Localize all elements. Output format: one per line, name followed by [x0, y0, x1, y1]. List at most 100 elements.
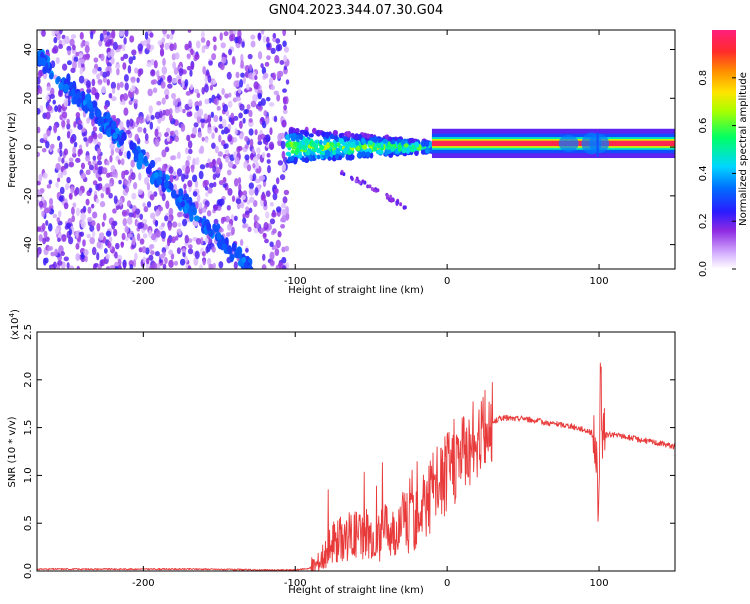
heatmap-noise-speck — [66, 122, 71, 130]
heatmap-noise-speck — [129, 35, 135, 43]
heatmap-noise-speck — [215, 166, 220, 175]
heatmap-noise-speck — [218, 179, 224, 186]
heatmap-noise-speck — [183, 212, 189, 219]
heatmap-diagonal-speck — [56, 75, 61, 83]
heatmap-noise-speck — [250, 100, 257, 108]
heatmap-noise-speck — [55, 181, 59, 188]
colorbar: 0.0 0.2 0.4 0.6 0.8 Normalized spectral ampl… — [698, 30, 749, 277]
heatmap-noise-speck — [142, 219, 148, 224]
heatmap-noise-speck — [73, 121, 77, 128]
heatmap-noise-speck — [96, 222, 101, 232]
heatmap-noise-speck — [213, 44, 217, 51]
heatmap-noise-speck — [264, 61, 270, 67]
heatmap-emerging-speck — [415, 141, 420, 148]
heatmap-noise-speck — [192, 126, 198, 135]
heatmap-noise-speck — [164, 146, 170, 153]
heatmap-noise-speck — [242, 223, 247, 229]
heatmap-noise-speck — [242, 213, 246, 219]
heatmap-noise-speck — [134, 88, 139, 95]
heatmap-emerging-speck — [355, 140, 360, 146]
heatmap-noise-speck — [200, 37, 206, 43]
heatmap-diagonal-speck — [137, 152, 144, 162]
heatmap-noise-speck — [142, 256, 147, 263]
heatmap-noise-speck — [52, 261, 57, 269]
heatmap-noise-speck — [224, 149, 230, 155]
heatmap-emerging-speck — [324, 149, 331, 157]
heatmap-noise-speck — [153, 60, 158, 69]
heatmap-diagonal-speck — [216, 231, 222, 241]
heatmap-noise-speck — [268, 102, 275, 107]
heatmap-noise-speck — [68, 228, 72, 236]
heatmap-emerging-speck — [290, 149, 296, 154]
heatmap-noise-speck — [101, 86, 107, 94]
heatmap-noise-speck — [254, 75, 258, 80]
heatmap-noise-speck — [207, 257, 212, 266]
heatmap-noise-speck — [69, 38, 75, 47]
heatmap-noise-speck — [38, 173, 43, 182]
heatmap-noise-speck — [70, 34, 77, 39]
heatmap-noise-speck — [113, 195, 118, 204]
heatmap-noise-speck — [248, 109, 253, 118]
heatmap-noise-speck — [281, 163, 286, 172]
heatmap-noise-speck — [220, 42, 226, 49]
heatmap-noise-speck — [273, 244, 277, 250]
heatmap-noise-speck — [189, 83, 194, 91]
heatmap-noise-speck — [79, 231, 85, 237]
heatmap-emerging-speck — [372, 146, 377, 152]
heatmap-diagonal-speck — [81, 90, 86, 101]
heatmap-noise-speck — [83, 137, 88, 142]
heatmap-noise-speck — [239, 79, 244, 88]
heatmap-noise-speck — [89, 224, 95, 232]
heatmap-noise-speck — [244, 210, 250, 216]
heatmap-noise-speck — [164, 42, 170, 51]
heatmap-noise-speck — [56, 216, 61, 223]
heatmap-noise-speck — [138, 247, 143, 253]
figure-title: GN04.2023.344.07.30.G04 — [269, 3, 444, 18]
heatmap-noise-speck — [211, 142, 216, 149]
heatmap-noise-speck — [119, 81, 124, 88]
heatmap-noise-speck — [131, 49, 137, 56]
heatmap-diagonal-speck — [112, 132, 118, 140]
heatmap-noise-speck — [245, 206, 250, 212]
heatmap-noise-speck — [124, 30, 129, 37]
heatmap-noise-speck — [265, 36, 270, 44]
heatmap-noise-speck — [123, 74, 129, 82]
heatmap-noise-speck — [102, 212, 107, 221]
heatmap-noise-speck — [54, 248, 59, 257]
colorbar-tick-label: 0.0 — [698, 261, 709, 277]
heatmap-noise-speck — [275, 239, 281, 249]
heatmap-streak-speck — [355, 176, 359, 181]
snr-x-tick-label: -200 — [132, 578, 155, 589]
heatmap-noise-speck — [46, 184, 52, 189]
heatmap-noise-speck — [114, 242, 120, 250]
heatmap-noise-speck — [165, 200, 170, 210]
heatmap-noise-speck — [86, 88, 92, 94]
heatmap-emerging-speck — [304, 129, 309, 137]
heatmap-noise-speck — [87, 216, 93, 222]
heatmap-noise-speck — [276, 94, 281, 102]
heatmap-noise-speck — [202, 65, 206, 75]
heatmap-noise-speck — [243, 109, 248, 115]
heatmap-noise-speck — [117, 265, 122, 269]
heatmap-noise-speck — [277, 160, 284, 166]
heatmap-emerging-speck — [350, 132, 355, 139]
heatmap-noise-speck — [166, 34, 170, 40]
heatmap-noise-speck — [265, 117, 270, 125]
heatmap-noise-speck — [227, 160, 234, 168]
heatmap-noise-speck — [233, 261, 238, 269]
heatmap-noise-speck — [185, 91, 192, 96]
heatmap-noise-speck — [80, 172, 87, 180]
heatmap-noise-speck — [217, 151, 223, 157]
heatmap-noise-speck — [105, 160, 110, 166]
heatmap-noise-speck — [73, 56, 79, 63]
heatmap-noise-speck — [120, 241, 124, 248]
heatmap-noise-speck — [67, 97, 71, 107]
heatmap-noise-speck — [165, 94, 169, 100]
heatmap-noise-speck — [96, 241, 102, 249]
heatmap-noise-speck — [136, 116, 140, 125]
heatmap-noise-speck — [54, 227, 60, 235]
heatmap-emerging-speck — [289, 128, 294, 134]
heatmap-emerging-speck — [347, 153, 354, 161]
heatmap-noise-speck — [108, 192, 113, 199]
heatmap-noise-speck — [162, 263, 167, 269]
